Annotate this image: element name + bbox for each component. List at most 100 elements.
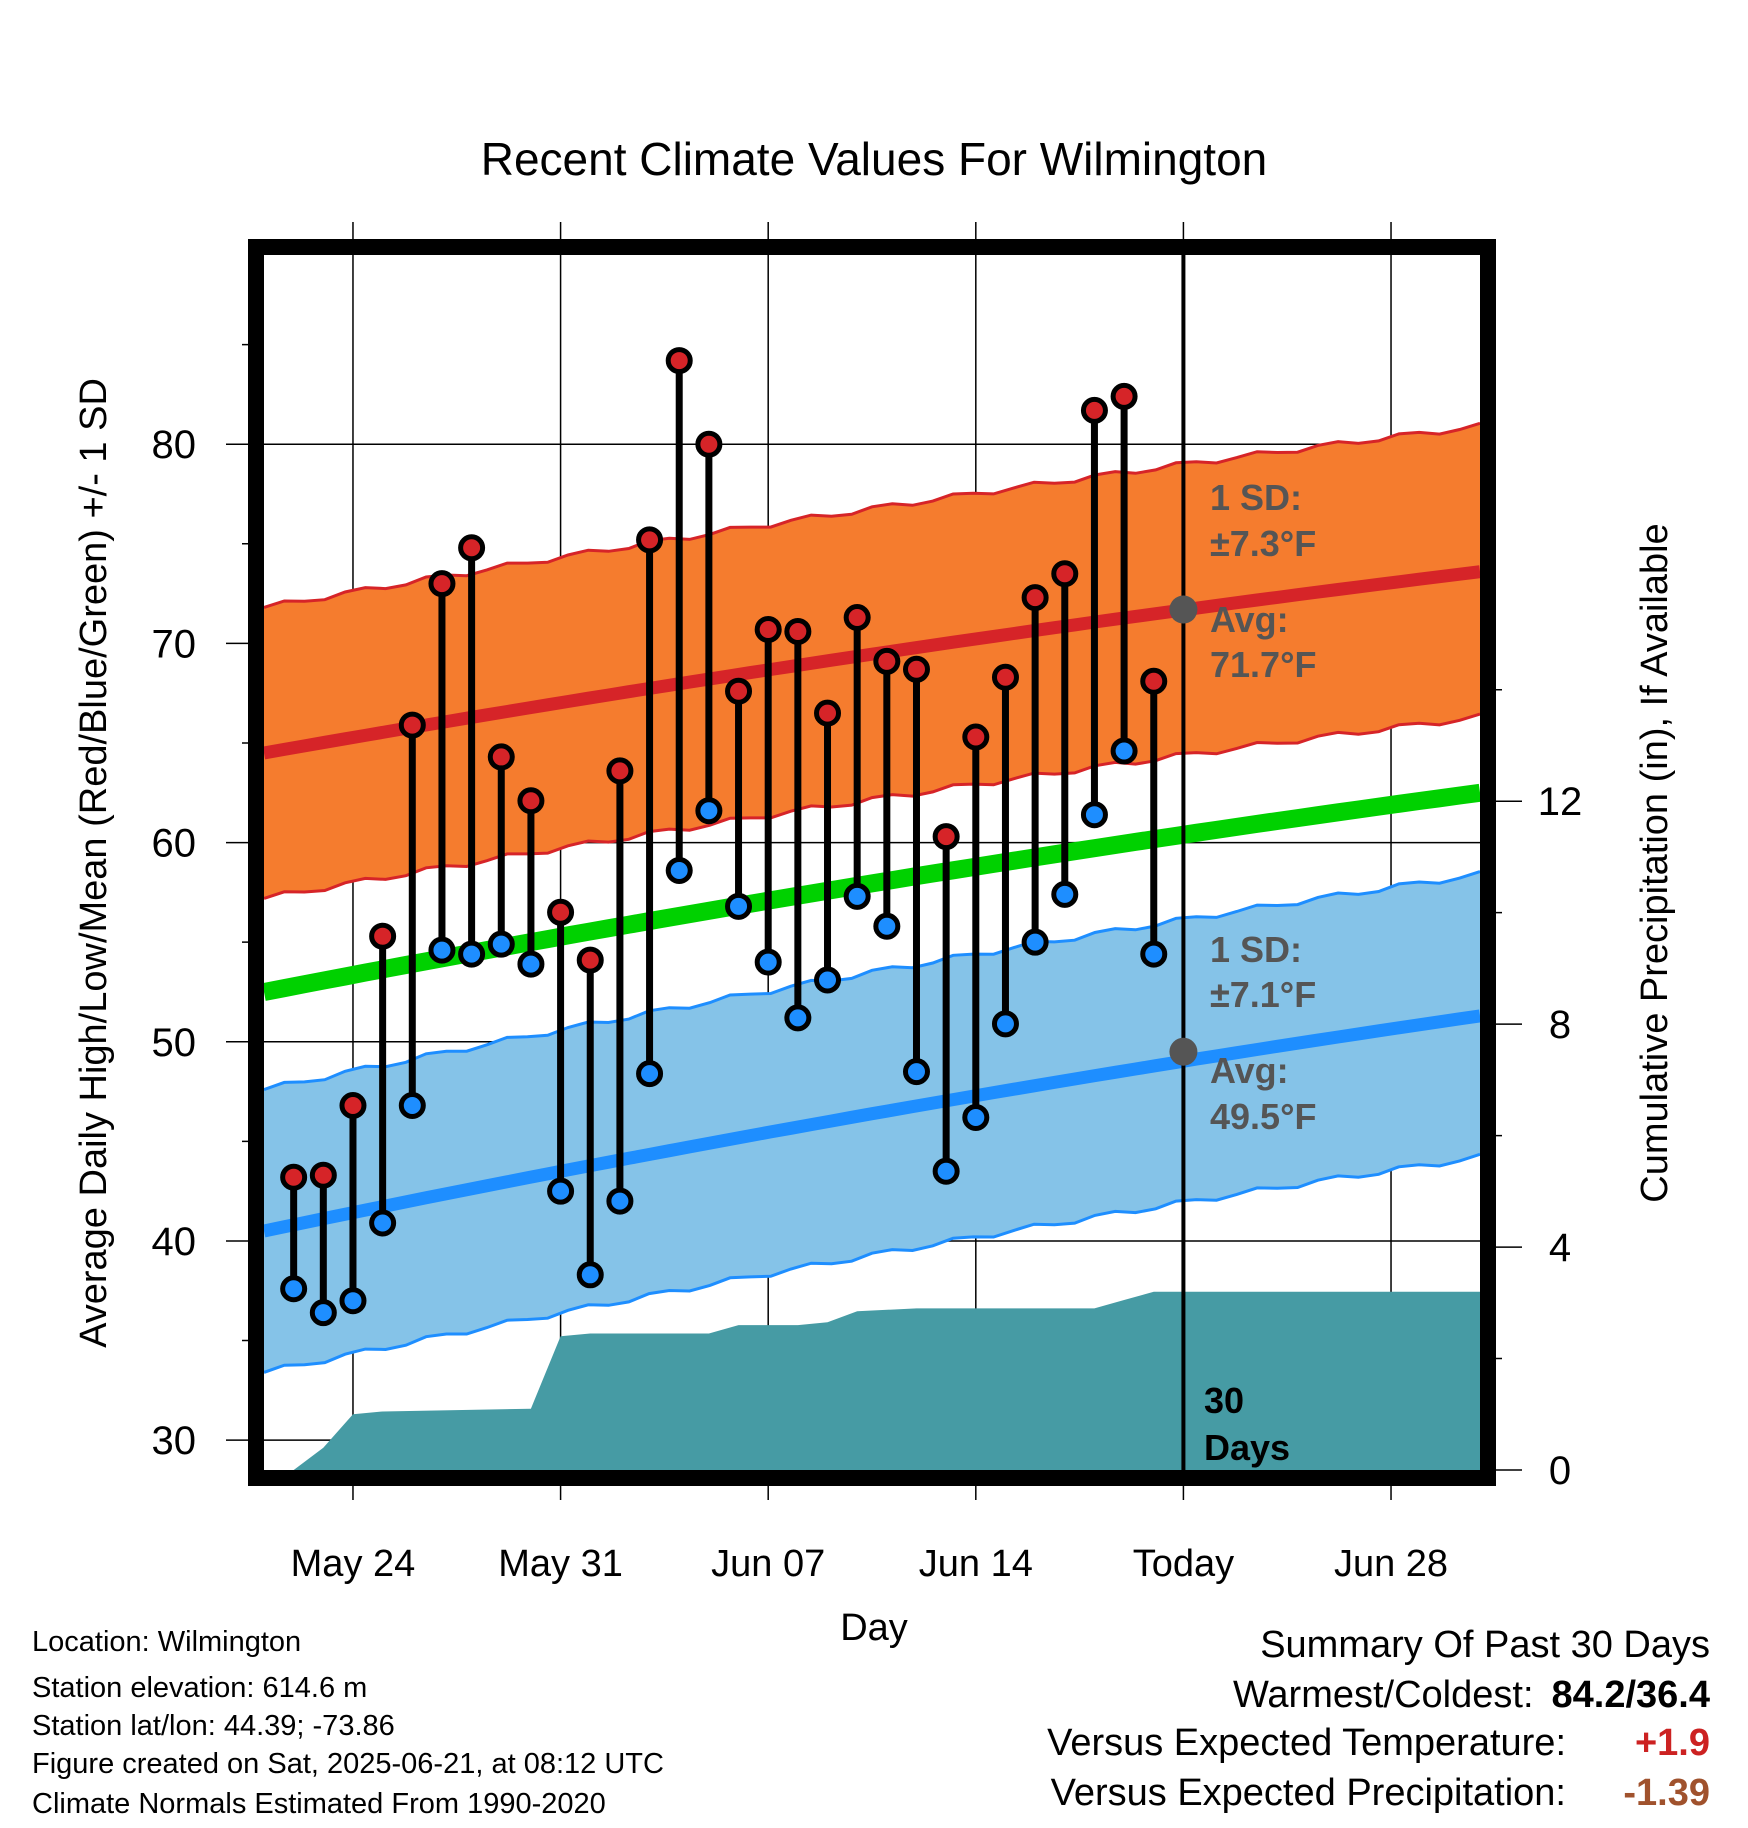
y2-tick-label: 8 — [1549, 1003, 1571, 1047]
daily-low-point — [754, 948, 782, 976]
daily-low-point — [428, 936, 456, 964]
y-tick-label: 40 — [152, 1220, 197, 1264]
normals-text: Climate Normals Estimated From 1990-2020 — [32, 1788, 606, 1820]
daily-low-point — [695, 797, 723, 825]
location-text: Location: Wilmington — [32, 1626, 302, 1658]
daily-low-point — [636, 1060, 664, 1088]
normal-high-line — [264, 565, 1480, 760]
daily-low-point — [665, 856, 693, 884]
daily-low-point — [814, 966, 842, 994]
daily-low-point — [902, 1058, 930, 1086]
x-tick-label: Jun 14 — [919, 1543, 1033, 1585]
daily-high-point — [280, 1163, 308, 1191]
summary-warm-cold: Warmest/Coldest: 84.2/36.4 — [1233, 1674, 1710, 1717]
high-sd-lower-edge — [264, 712, 1480, 900]
daily-high-point — [547, 898, 575, 926]
y2-tick-label: 0 — [1549, 1449, 1571, 1493]
temp-label: Versus Expected Temperature: — [1047, 1722, 1566, 1764]
daily-low-point — [843, 882, 871, 910]
daily-high-point — [369, 922, 397, 950]
plot-frame — [248, 239, 1496, 1486]
today-high-avg-dot — [1169, 595, 1198, 624]
annotation-low-sd-val: ±7.1°F — [1210, 974, 1316, 1015]
daily-high-point — [962, 723, 990, 751]
daily-high-point — [487, 743, 515, 771]
normal-low-line — [264, 1009, 1480, 1238]
warm-cold-value: 84.2/36.4 — [1551, 1674, 1710, 1716]
daily-high-point — [784, 617, 812, 645]
daily-low-point — [873, 912, 901, 940]
daily-high-point — [1140, 667, 1168, 695]
x-tick-label: May 31 — [498, 1543, 623, 1585]
daily-high-point — [1080, 396, 1108, 424]
cumulative-precip-area — [264, 1291, 1480, 1470]
daily-high-point — [695, 430, 723, 458]
daily-high-point — [991, 663, 1019, 691]
daily-high-point — [1021, 584, 1049, 612]
annotation-high-avg-val: 71.7°F — [1210, 644, 1316, 685]
x-tick-label: May 24 — [291, 1543, 416, 1585]
y-tick-label: 70 — [152, 622, 197, 666]
y-tick-label: 50 — [152, 1021, 197, 1065]
daily-low-point — [576, 1261, 604, 1289]
annotation-high-avg: Avg: — [1210, 599, 1289, 640]
daily-low-point — [932, 1157, 960, 1185]
daily-low-point — [784, 1004, 812, 1032]
daily-low-point — [458, 940, 486, 968]
daily-high-point — [932, 823, 960, 851]
chart-title: Recent Climate Values For Wilmington — [481, 133, 1268, 185]
created-text: Figure created on Sat, 2025-06-21, at 08… — [32, 1748, 664, 1780]
daily-low-point — [517, 950, 545, 978]
daily-low-point — [339, 1287, 367, 1315]
low-sd-band — [264, 871, 1480, 1373]
daily-low-point — [309, 1299, 337, 1327]
daily-high-point — [814, 699, 842, 727]
daily-low-point — [606, 1187, 634, 1215]
daily-low-point — [962, 1103, 990, 1131]
x-tick-label: Jun 07 — [711, 1543, 825, 1585]
daily-low-point — [487, 930, 515, 958]
daily-low-point — [369, 1209, 397, 1237]
annotation-low-avg-val: 49.5°F — [1210, 1096, 1316, 1137]
days-count-label: 30 — [1204, 1380, 1244, 1421]
y2-tick-label: 4 — [1549, 1226, 1571, 1270]
axes: May 24 May 31 Jun 07 Jun 14 Today Jun 2830405… — [152, 239, 1583, 1585]
x-tick-label: Today — [1133, 1543, 1234, 1585]
daily-high-point — [458, 534, 486, 562]
daily-range-bars — [280, 347, 1168, 1327]
y-axis-label: Average Daily High/Low/Mean (Red/Blue/Gr… — [73, 378, 115, 1348]
daily-low-point — [547, 1177, 575, 1205]
daily-high-point — [873, 647, 901, 675]
daily-low-point — [398, 1092, 426, 1119]
daily-high-point — [339, 1092, 367, 1119]
summary-precip: Versus Expected Precipitation: -1.39 — [1051, 1772, 1710, 1815]
daily-high-point — [725, 677, 753, 705]
daily-high-point — [636, 526, 664, 554]
daily-high-point — [843, 604, 871, 632]
precip-label: Versus Expected Precipitation: — [1050, 1772, 1566, 1814]
y-tick-label: 30 — [152, 1419, 197, 1463]
daily-low-point — [280, 1275, 308, 1303]
normal-bands — [264, 421, 1480, 1374]
low-sd-upper-edge — [264, 870, 1480, 1092]
high-sd-upper-edge — [264, 421, 1480, 609]
daily-low-point — [1051, 880, 1079, 908]
daily-high-point — [517, 787, 545, 815]
annotation-high-sd: 1 SD: — [1210, 477, 1302, 518]
daily-low-point — [1110, 737, 1138, 765]
y2-tick-label: 12 — [1538, 780, 1583, 824]
low-sd-lower-edge — [264, 1152, 1480, 1374]
daily-low-point — [1140, 940, 1168, 968]
temp-value: +1.9 — [1634, 1722, 1710, 1764]
daily-high-point — [428, 570, 456, 598]
days-text-label: Days — [1204, 1427, 1290, 1468]
annotation-low-avg: Avg: — [1210, 1050, 1289, 1091]
daily-high-point — [1051, 560, 1079, 588]
annotation-high-sd-val: ±7.3°F — [1210, 523, 1316, 564]
daily-low-point — [725, 892, 753, 920]
y-tick-label: 80 — [152, 423, 197, 467]
annotation-low-sd: 1 SD: — [1210, 929, 1302, 970]
daily-high-point — [309, 1161, 337, 1189]
precipitation-area — [264, 1291, 1480, 1470]
daily-low-point — [991, 1010, 1019, 1038]
